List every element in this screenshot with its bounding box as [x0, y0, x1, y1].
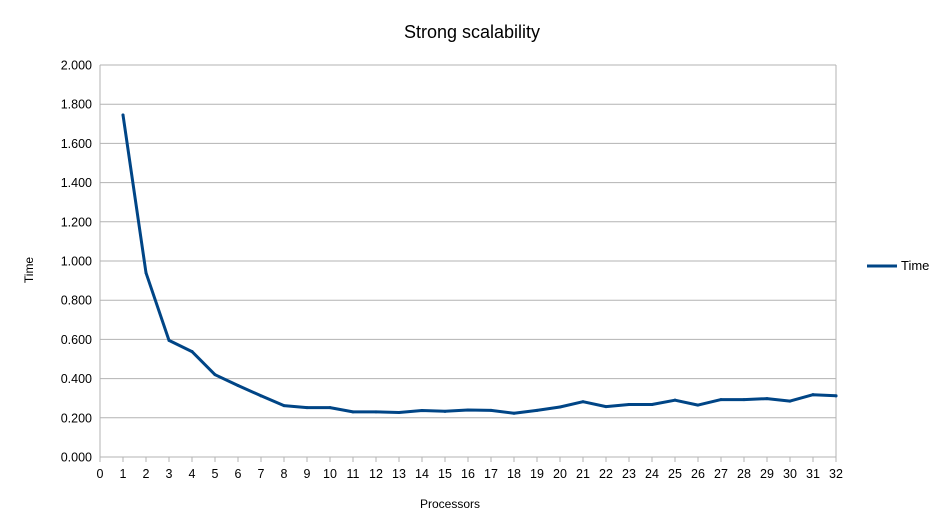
data-point: [443, 409, 447, 413]
data-point: [558, 405, 562, 409]
x-tick-label: 28: [737, 467, 751, 481]
data-point: [305, 406, 309, 410]
y-tick-label: 1.200: [61, 215, 92, 229]
y-tick-label: 1.800: [61, 98, 92, 112]
data-point: [489, 408, 493, 412]
x-tick-label: 32: [829, 467, 843, 481]
x-tick-labels: 0 1 2 3 4 5 6 7 8 9 10 11 12 13 14 15 16 17 18 19 20 21 22 23 24…: [97, 467, 843, 481]
data-point: [811, 393, 815, 397]
x-tick-label: 22: [599, 467, 613, 481]
data-point: [167, 338, 171, 342]
data-point: [351, 410, 355, 414]
x-tick-label: 24: [645, 467, 659, 481]
data-point: [719, 398, 723, 402]
y-tick-labels: 0.000 0.200 0.400 0.600 0.800 1.000 1.200 1.400…: [61, 59, 92, 465]
series-line-time: [121, 113, 838, 415]
x-tick-label: 13: [392, 467, 406, 481]
data-point: [581, 400, 585, 404]
x-tick-label: 4: [189, 467, 196, 481]
y-tick-label: 1.600: [61, 137, 92, 151]
data-point: [420, 409, 424, 413]
x-tick-label: 3: [166, 467, 173, 481]
data-point: [788, 399, 792, 403]
data-point: [190, 350, 194, 354]
series-group: [121, 113, 838, 415]
x-tick-label: 31: [806, 467, 820, 481]
x-tick-label: 30: [783, 467, 797, 481]
data-point: [696, 403, 700, 407]
x-tick-label: 15: [438, 467, 452, 481]
data-point: [213, 373, 217, 377]
y-tick-label: 2.000: [61, 59, 92, 73]
x-tick-label: 6: [235, 467, 242, 481]
x-tick-label: 25: [668, 467, 682, 481]
data-point: [627, 402, 631, 406]
x-tick-label: 19: [530, 467, 544, 481]
x-tick-label: 2: [143, 467, 150, 481]
x-tick-label: 12: [369, 467, 383, 481]
data-point: [282, 404, 286, 408]
y-tick-label: 0.400: [61, 372, 92, 386]
x-tick-label: 20: [553, 467, 567, 481]
x-tick-label: 27: [714, 467, 728, 481]
x-tick-label: 9: [304, 467, 311, 481]
x-tick-label: 7: [258, 467, 265, 481]
y-tick-label: 0.600: [61, 333, 92, 347]
x-tick-label: 26: [691, 467, 705, 481]
x-tick-label: 21: [576, 467, 590, 481]
x-tick-label: 0: [97, 467, 104, 481]
legend: Time: [867, 258, 929, 273]
x-tick-label: 29: [760, 467, 774, 481]
data-point: [259, 394, 263, 398]
data-point: [834, 394, 838, 398]
data-point: [650, 402, 654, 406]
data-point: [673, 398, 677, 402]
data-point: [236, 383, 240, 387]
data-point: [328, 406, 332, 410]
data-point: [374, 410, 378, 414]
data-point: [466, 408, 470, 412]
x-tick-label: 23: [622, 467, 636, 481]
data-point: [512, 411, 516, 415]
data-point: [144, 271, 148, 275]
x-tick-label: 10: [323, 467, 337, 481]
x-tick-label: 11: [347, 467, 360, 481]
data-point: [765, 397, 769, 401]
y-tick-label: 0.200: [61, 411, 92, 425]
data-point: [535, 408, 539, 412]
data-point: [742, 398, 746, 402]
x-axis-title: Processors: [420, 497, 480, 511]
x-tick-label: 1: [120, 467, 127, 481]
x-tick-label: 18: [507, 467, 521, 481]
x-tick-label: 14: [415, 467, 429, 481]
legend-label: Time: [901, 258, 929, 273]
y-axis-title: Time: [22, 257, 36, 284]
y-tick-label: 1.000: [61, 255, 92, 269]
data-point: [604, 405, 608, 409]
x-tick-label: 5: [212, 467, 219, 481]
chart-title: Strong scalability: [404, 22, 540, 42]
data-point: [121, 113, 125, 117]
x-tick-label: 16: [461, 467, 475, 481]
grid: [99, 64, 837, 462]
x-tick-label: 17: [484, 467, 498, 481]
y-tick-label: 0.000: [61, 451, 92, 465]
y-tick-label: 1.400: [61, 176, 92, 190]
data-point: [397, 411, 401, 415]
x-tick-label: 8: [281, 467, 288, 481]
y-tick-label: 0.800: [61, 294, 92, 308]
